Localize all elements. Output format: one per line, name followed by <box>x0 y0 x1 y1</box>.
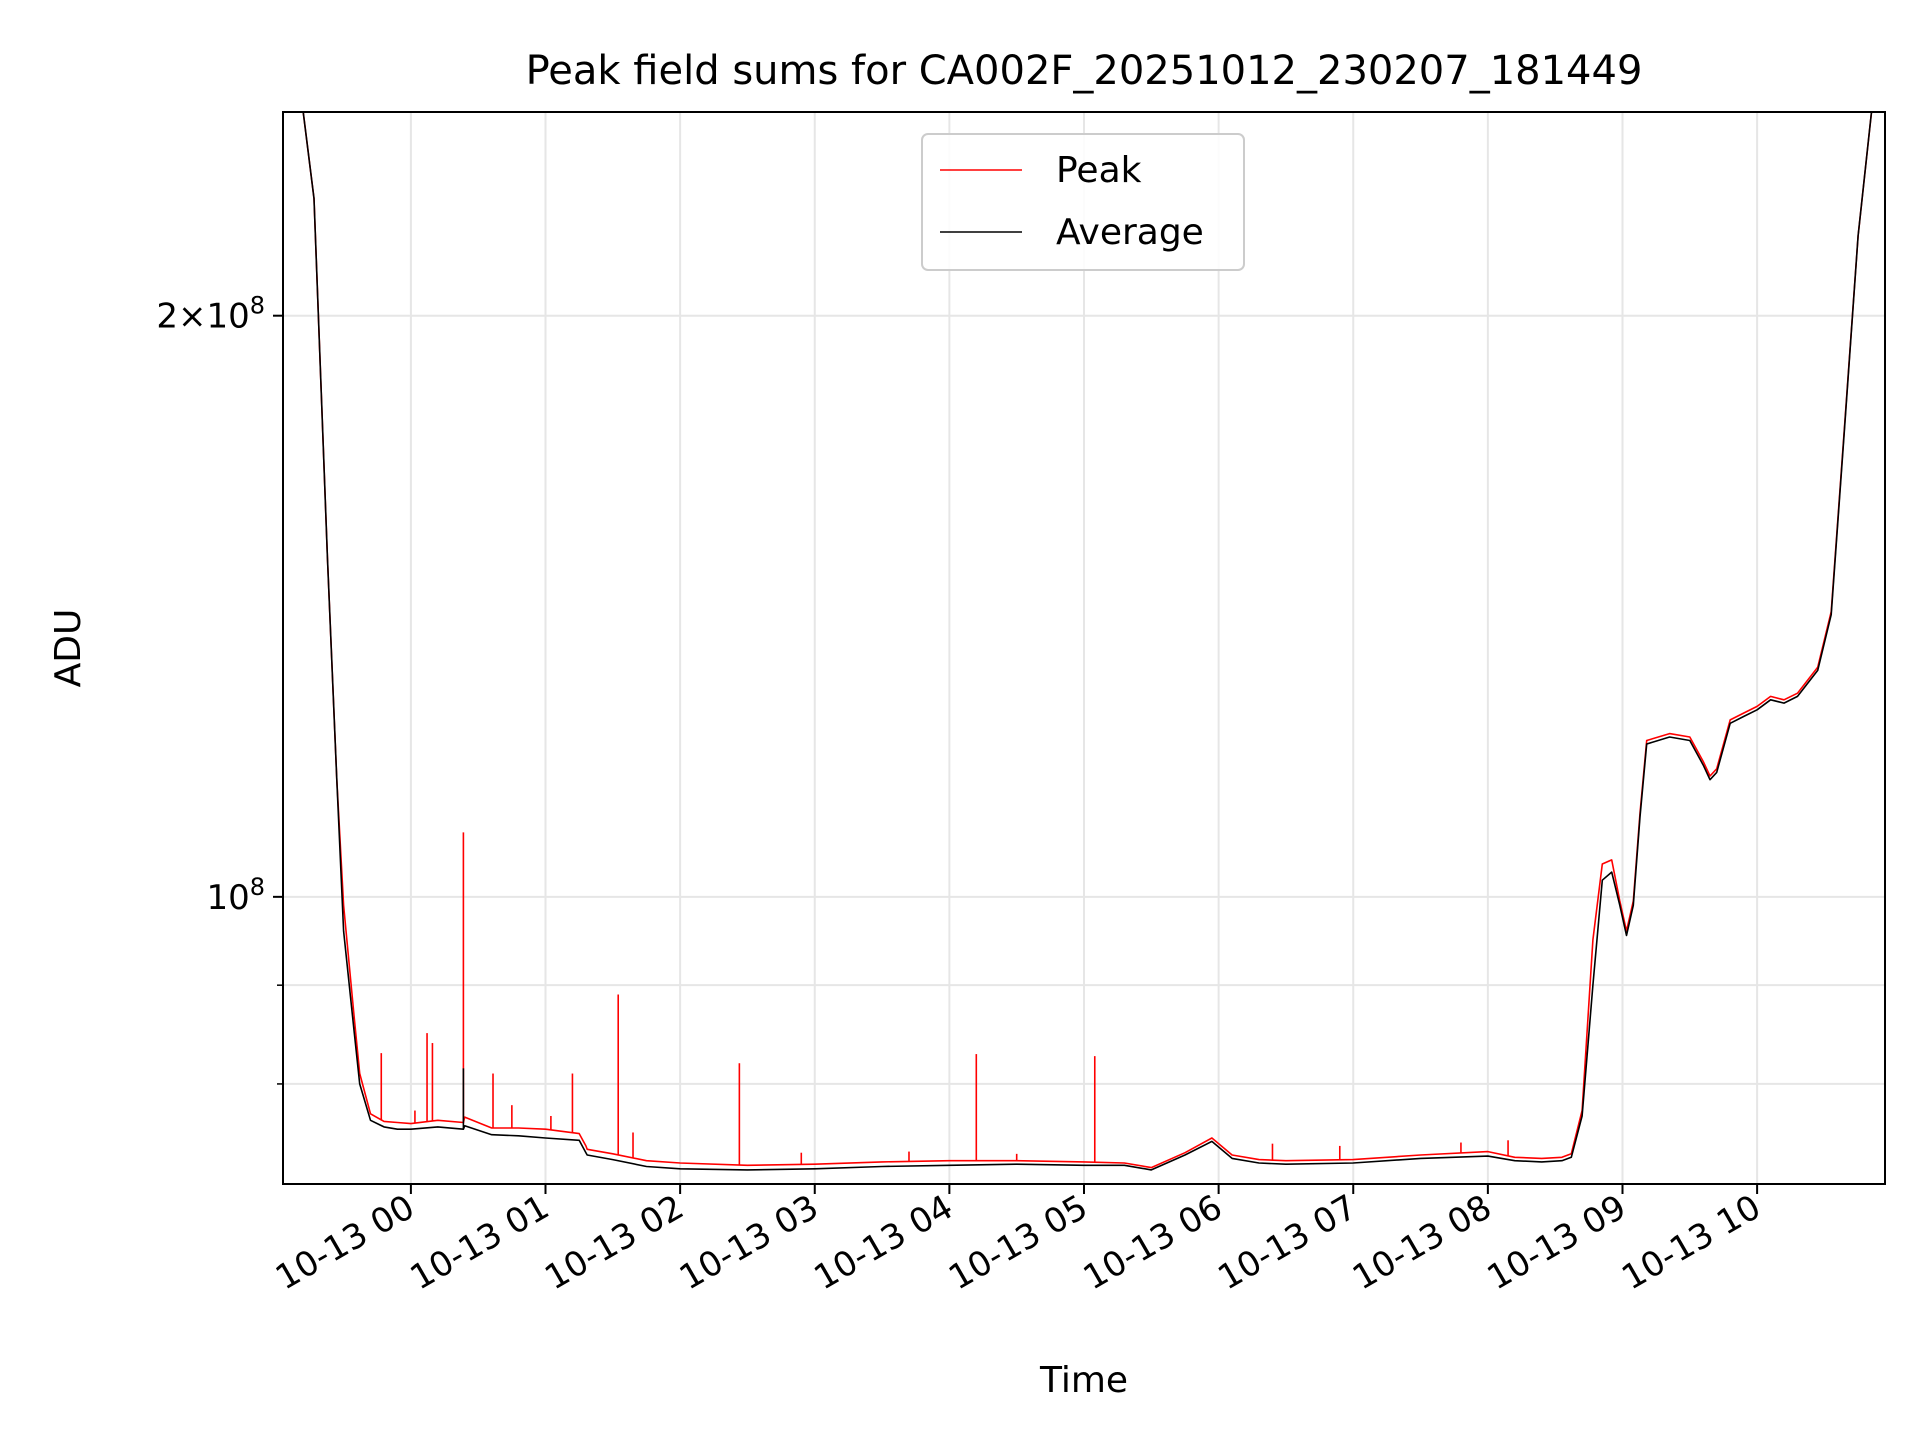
y-tick-label: 108 <box>206 873 265 918</box>
x-axis-label: Time <box>1039 1360 1128 1401</box>
chart-title: Peak field sums for CA002F_20251012_2302… <box>526 48 1643 94</box>
legend-peak-label: Peak <box>1056 150 1142 191</box>
series-group <box>283 112 1885 1171</box>
y-tick-base: 10 <box>206 297 249 337</box>
legend-box <box>921 133 1245 271</box>
y-tick-exponent: 8 <box>250 873 265 901</box>
legend-average-label: Average <box>1056 212 1204 253</box>
y-axis-label: ADU <box>48 609 89 688</box>
average-series-line <box>283 112 1885 1171</box>
y-tick-base: 10 <box>206 878 249 918</box>
peak-series-line <box>283 112 1885 1169</box>
y-tick-multiplier: 2× <box>156 297 206 337</box>
plot-area <box>283 112 1885 1171</box>
grid <box>283 112 1885 1184</box>
y-tick-exponent: 8 <box>250 292 265 320</box>
axes-frame <box>282 111 1886 1185</box>
legend: Peak Average <box>921 133 1245 271</box>
y-tick-label: 2×108 <box>156 292 265 337</box>
